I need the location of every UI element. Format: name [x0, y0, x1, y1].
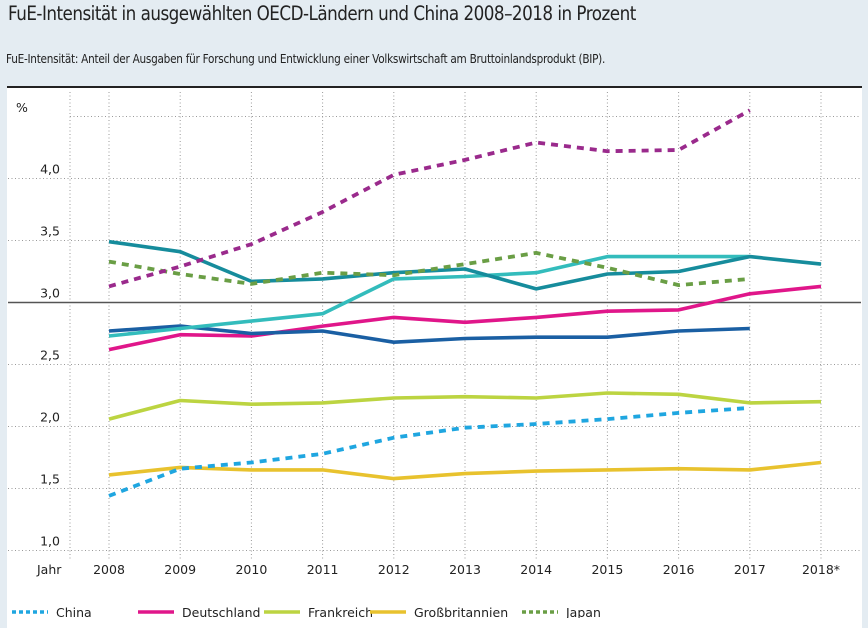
series-line-japan — [108, 250, 750, 288]
series-line-unlabeled — [108, 254, 750, 338]
x-tick-label: 2018* — [802, 562, 840, 577]
chart-panel — [7, 86, 862, 628]
series-line-deutschland — [108, 284, 822, 352]
x-tick-label: 2014 — [520, 562, 552, 577]
legend-label-grossbritannien: Großbritannien — [414, 605, 508, 618]
series-line-unlabeled — [108, 324, 750, 345]
x-tick-label: 2008 — [93, 562, 125, 577]
legend-label-china: China — [56, 605, 92, 618]
x-axis: Jahr 2008 2009 2010 2011 2012 2013 2014 2015 201… — [36, 562, 840, 577]
legend-label-japan: Japan — [565, 605, 601, 618]
legend-label-deutschland: Deutschland — [182, 605, 260, 618]
series-line-unlabeled — [108, 108, 751, 289]
y-tick-label: 4,0 — [40, 162, 60, 177]
legend-label-frankreich: Frankreich — [308, 605, 373, 618]
y-tick-label: 3,0 — [40, 286, 60, 301]
x-tick-label: 2017 — [734, 562, 766, 577]
y-tick-label: 1,5 — [40, 472, 60, 487]
series-lines — [108, 108, 822, 498]
series-line-unlabeled — [108, 239, 822, 291]
chart-subtitle: FuE-Intensität: Anteil der Ausgaben für … — [6, 52, 606, 66]
series-line-frankreich — [108, 391, 822, 421]
x-tick-label: 2010 — [235, 562, 267, 577]
y-tick-label: 1,0 — [40, 534, 60, 549]
grid — [8, 92, 861, 561]
x-tick-label: 2013 — [449, 562, 481, 577]
series-line-gro-britannien — [108, 460, 822, 481]
x-tick-label: 2015 — [591, 562, 623, 577]
x-tick-label: 2009 — [164, 562, 196, 577]
legend: China Deutschland Frankreich Großbritannien… — [12, 605, 601, 618]
y-tick-label: 2,0 — [40, 410, 60, 425]
x-tick-label: 2016 — [663, 562, 695, 577]
x-tick-label: 2012 — [378, 562, 410, 577]
y-tick-label: 2,5 — [40, 348, 60, 363]
y-axis: % 1,0 1,5 2,0 2,5 3,0 3,5 4,0 — [16, 100, 60, 549]
x-axis-label: Jahr — [36, 562, 62, 577]
y-axis-unit-label: % — [16, 100, 28, 115]
chart-title: FuE-Intensität in ausgewählten OECD-Länd… — [8, 2, 636, 25]
x-tick-label: 2011 — [307, 562, 339, 577]
series-line-china — [108, 406, 750, 498]
y-tick-label: 3,5 — [40, 224, 60, 239]
